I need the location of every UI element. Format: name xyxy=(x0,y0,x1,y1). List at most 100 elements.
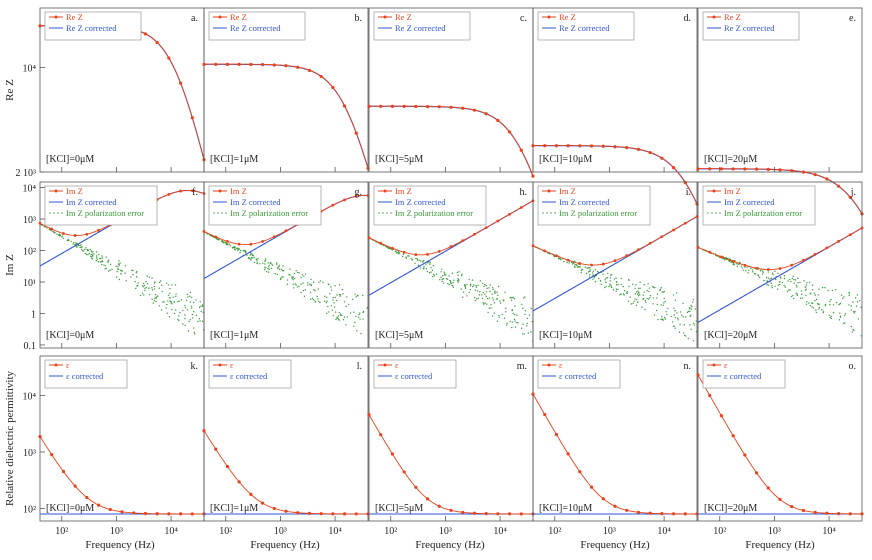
kcl-annotation: [KCl]=1μM xyxy=(210,330,258,341)
im-z-error-point xyxy=(163,301,165,303)
im-z-error-point xyxy=(448,283,450,286)
legend-label: Im Z corrected xyxy=(395,197,446,207)
im-z-error-point xyxy=(492,288,494,291)
im-z-error-point xyxy=(801,297,804,299)
im-z-error-point xyxy=(604,286,606,289)
im-z-error-point xyxy=(166,312,168,314)
re-z-marker xyxy=(319,74,323,79)
im-z-error-point xyxy=(142,282,145,285)
im-z-error-point xyxy=(486,303,488,305)
im-z-error-point xyxy=(422,268,425,270)
legend-label: ε xyxy=(66,360,70,370)
im-z-error-point xyxy=(238,248,241,250)
im-z-error-point xyxy=(523,333,525,335)
im-z-error-point xyxy=(647,283,649,285)
im-z-error-point xyxy=(652,303,654,305)
im-z-error-point xyxy=(246,254,248,256)
im-z-marker xyxy=(85,232,89,236)
panel-frame xyxy=(697,7,863,173)
im-z-error-point xyxy=(72,243,74,245)
im-z-error-point xyxy=(843,296,845,298)
im-z-error-point xyxy=(484,293,486,295)
re-z-line xyxy=(369,105,534,177)
im-z-error-point xyxy=(264,263,266,265)
im-z-error-point xyxy=(792,297,795,300)
im-z-error-point xyxy=(796,294,799,296)
re-z-marker xyxy=(554,144,559,148)
im-z-error-point xyxy=(475,285,477,287)
im-z-error-point xyxy=(239,251,241,254)
im-z-error-point xyxy=(485,291,488,293)
im-z-error-point xyxy=(613,278,615,280)
im-z-error-point xyxy=(292,278,294,281)
im-z-error-point xyxy=(629,296,631,298)
re-z-marker xyxy=(449,105,453,109)
im-z-error-point xyxy=(280,277,282,280)
im-z-error-point xyxy=(451,272,454,274)
im-z-error-point xyxy=(848,294,850,296)
im-z-error-point xyxy=(856,301,859,303)
panel-letter: h. xyxy=(520,187,528,198)
im-z-error-point xyxy=(59,235,61,237)
im-z-error-point xyxy=(630,303,632,305)
im-z-error-point xyxy=(570,261,573,263)
im-z-error-point xyxy=(851,331,854,333)
im-z-error-point xyxy=(745,270,747,272)
im-z-error-point xyxy=(689,315,691,318)
im-z-error-point xyxy=(767,277,769,279)
im-z-marker xyxy=(402,250,406,254)
eps-line xyxy=(203,430,368,515)
im-z-error-point xyxy=(414,262,416,264)
im-z-error-point xyxy=(759,270,762,272)
im-z-error-point xyxy=(679,323,681,325)
im-z-error-point xyxy=(689,307,691,310)
eps-marker xyxy=(519,512,523,516)
im-z-error-point xyxy=(190,296,193,299)
im-z-error-point xyxy=(774,285,776,288)
panel-letter: f. xyxy=(192,187,198,198)
im-z-error-point xyxy=(850,309,853,311)
eps-marker xyxy=(708,393,712,398)
im-z-error-point xyxy=(677,319,679,321)
im-z-error-point xyxy=(479,280,482,282)
im-z-error-point xyxy=(189,319,191,321)
im-z-error-point xyxy=(186,293,188,296)
legend-label: Re Z xyxy=(66,12,83,22)
im-z-error-point xyxy=(466,283,468,286)
im-z-error-point xyxy=(848,304,850,306)
im-z-error-point xyxy=(724,259,726,261)
im-z-error-point xyxy=(149,293,151,296)
im-z-error-point xyxy=(174,284,177,286)
im-z-error-point xyxy=(620,277,622,280)
x-tick-label: 10² xyxy=(219,526,232,537)
im-z-error-point xyxy=(793,278,795,281)
im-z-error-point xyxy=(337,315,340,317)
kcl-annotation: [KCl]=5μM xyxy=(375,154,423,165)
im-z-error-point xyxy=(86,248,88,251)
im-z-error-point xyxy=(797,277,799,280)
im-z-error-point xyxy=(853,329,855,332)
im-z-error-point xyxy=(66,239,69,242)
im-z-marker xyxy=(601,262,605,266)
im-z-error-point xyxy=(332,296,334,299)
im-z-error-point xyxy=(666,313,668,316)
eps-marker xyxy=(307,511,312,515)
im-z-error-point xyxy=(81,246,83,248)
im-z-error-point xyxy=(433,273,435,276)
im-z-error-point xyxy=(781,281,784,284)
panel-letter: m. xyxy=(517,361,527,372)
im-z-error-point xyxy=(628,285,630,288)
im-z-error-point xyxy=(192,317,194,319)
im-z-error-point xyxy=(136,284,139,287)
im-z-error-point xyxy=(805,294,807,297)
im-z-error-point xyxy=(100,257,102,260)
im-z-error-point xyxy=(815,298,818,301)
im-z-error-point xyxy=(117,263,120,265)
im-z-error-point xyxy=(852,301,854,303)
im-z-error-point xyxy=(673,325,675,328)
im-z-error-point xyxy=(418,259,420,261)
im-z-error-point xyxy=(514,326,517,328)
im-z-error-point xyxy=(158,281,161,284)
